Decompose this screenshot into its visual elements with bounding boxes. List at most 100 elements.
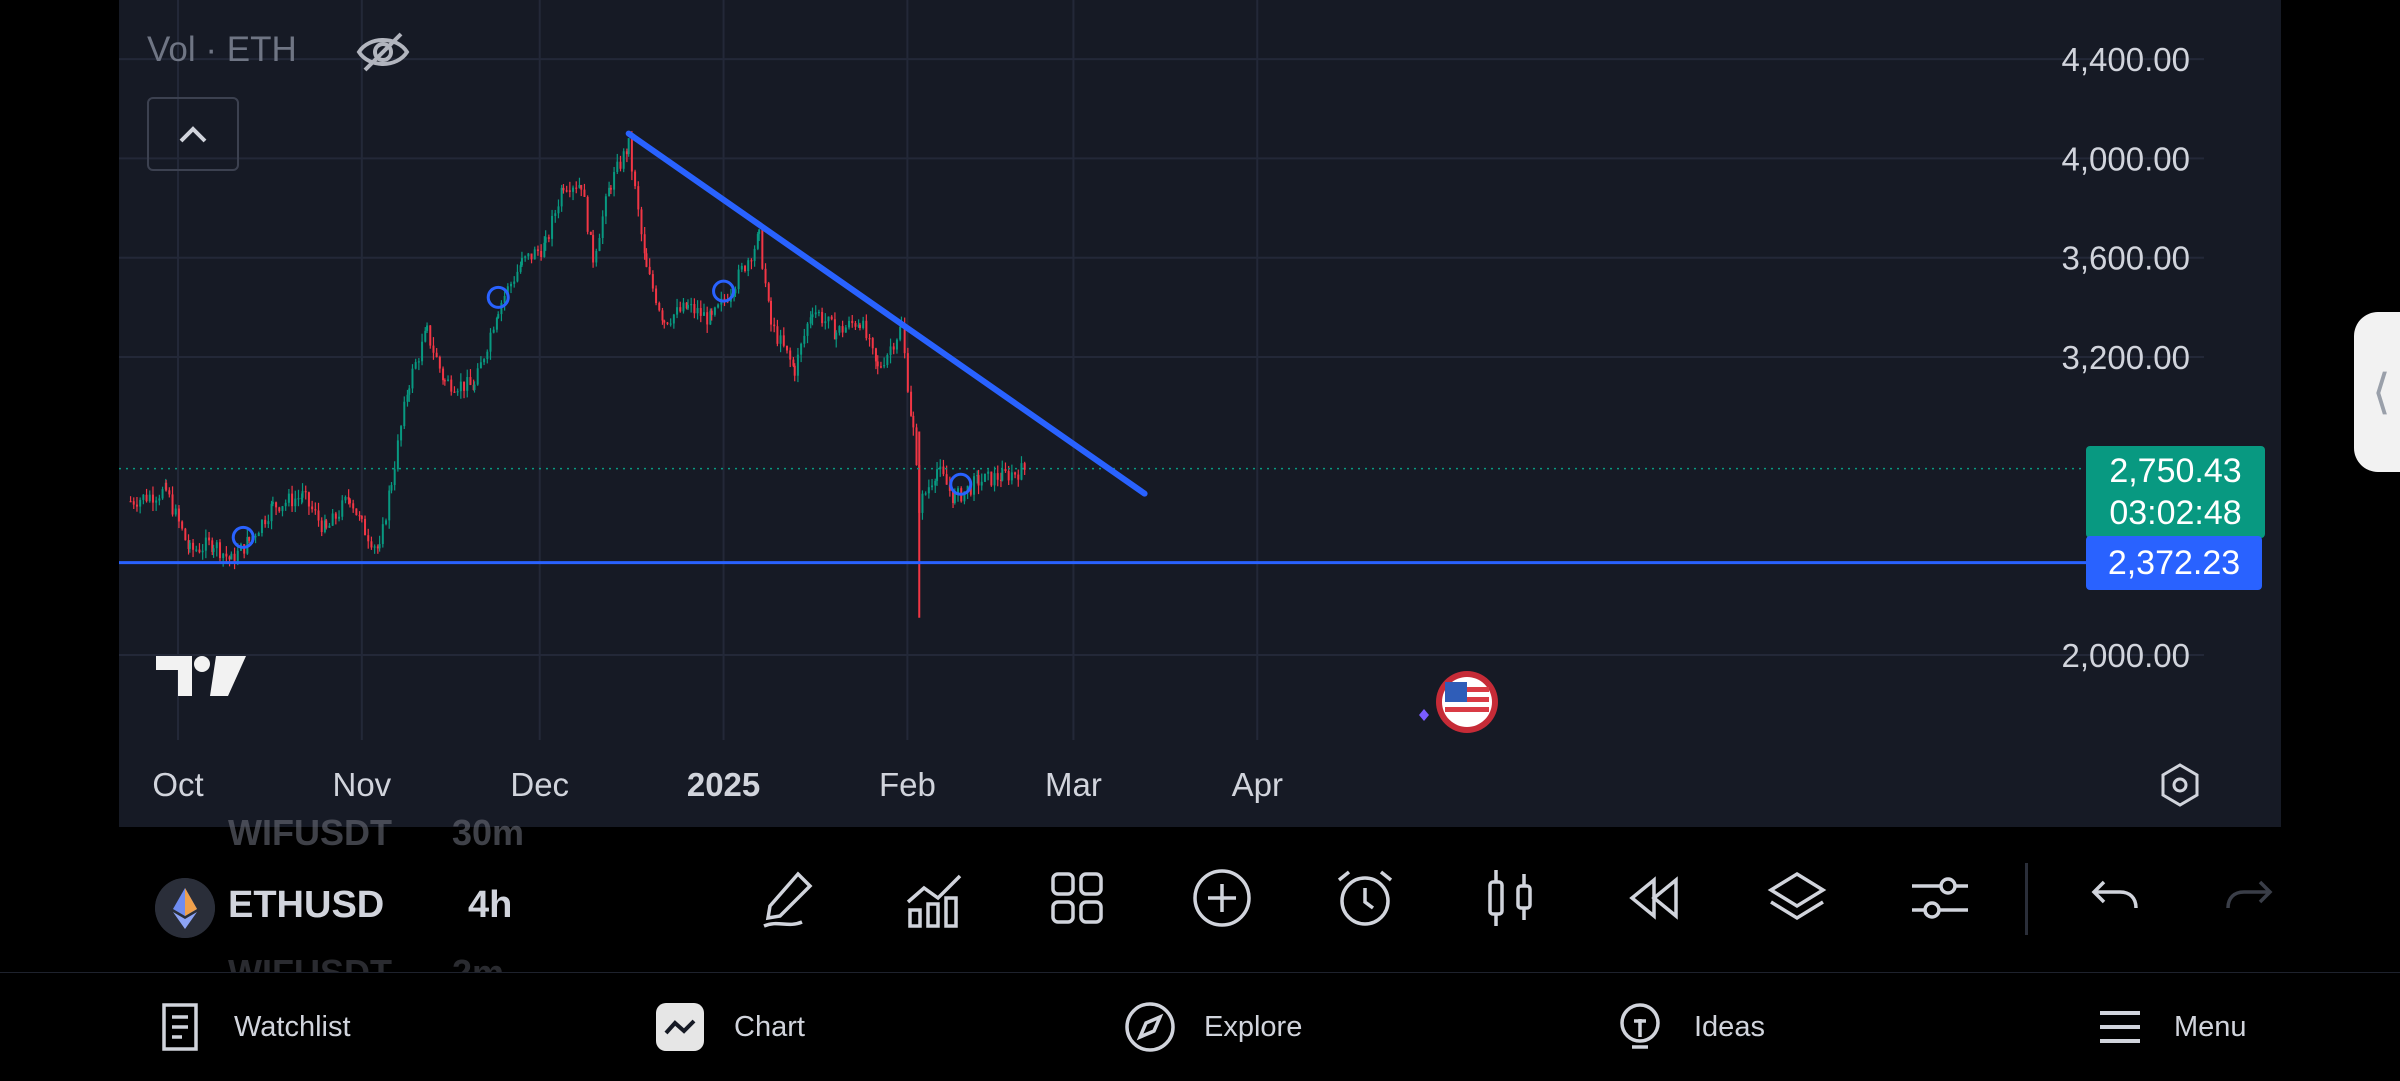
candle-body — [616, 161, 619, 173]
nav-chart[interactable]: Chart — [652, 973, 805, 1081]
candle-body — [838, 326, 841, 333]
candle-body — [803, 335, 806, 344]
sliders-icon[interactable] — [1908, 866, 1972, 930]
candle-body — [592, 234, 595, 263]
candle-body — [634, 171, 637, 187]
candle-body — [267, 521, 270, 525]
event-marker — [949, 472, 973, 496]
candle-body — [651, 274, 654, 289]
candle-body — [747, 260, 750, 272]
candle-body — [291, 493, 294, 507]
candle-body — [257, 533, 260, 537]
event-marker — [231, 525, 255, 549]
candle-body — [737, 269, 740, 290]
volume-indicator-label[interactable]: Vol · ETH — [147, 30, 297, 69]
candle-body — [469, 377, 472, 385]
candle-body — [543, 242, 546, 258]
candle-body — [1004, 468, 1007, 472]
candle-body — [1001, 468, 1004, 481]
nav-ideas[interactable]: Ideas — [1612, 973, 1765, 1081]
price-chart[interactable]: 4,400.00 4,000.00 3,600.00 3,200.00 2,000.00… — [119, 0, 2281, 827]
candle-body — [871, 338, 874, 349]
candle-body — [758, 229, 761, 234]
candle-body — [222, 553, 225, 559]
candle-body — [132, 501, 135, 505]
candle-body — [275, 502, 278, 508]
layers-icon[interactable] — [1765, 866, 1829, 930]
candle-body — [516, 271, 519, 282]
candle-body — [442, 368, 445, 381]
candle-body — [627, 138, 630, 155]
candle-body — [676, 307, 679, 315]
candle-body — [236, 550, 239, 564]
candle-body — [443, 380, 446, 382]
chevron-up-icon — [179, 126, 207, 143]
candle-body — [601, 216, 604, 239]
candle-body — [287, 493, 290, 503]
indicators-icon[interactable] — [902, 866, 966, 930]
chart-panel[interactable]: 4,400.00 4,000.00 3,600.00 3,200.00 2,000.00… — [119, 0, 2281, 827]
candle-body — [568, 190, 571, 192]
candle-body — [963, 491, 966, 502]
collapse-indicators-button[interactable] — [147, 97, 239, 171]
nav-ideas-label: Ideas — [1694, 1010, 1765, 1043]
candle-body — [821, 311, 824, 324]
pencil-icon[interactable] — [758, 866, 822, 930]
candle-body — [388, 490, 391, 521]
alarm-icon[interactable] — [1333, 866, 1397, 930]
candle-body — [848, 320, 851, 328]
candle-body — [814, 312, 817, 315]
candle-body — [492, 329, 495, 333]
candle-body — [271, 502, 274, 504]
symbol-name[interactable]: ETHUSD — [228, 884, 385, 926]
candle-body — [527, 253, 530, 257]
candle-body — [411, 368, 414, 389]
candle-body — [915, 427, 918, 466]
candle-body — [996, 473, 999, 480]
candle-body — [685, 302, 688, 309]
menu-icon — [2100, 1011, 2140, 1043]
candle-body — [393, 469, 396, 486]
candle-body — [648, 266, 651, 275]
replay-icon[interactable] — [1622, 866, 1686, 930]
candle-body — [924, 493, 927, 495]
interval-selector[interactable]: 4h — [468, 884, 513, 926]
candle-body — [453, 391, 456, 393]
candle-body — [734, 289, 737, 294]
candle-body — [990, 471, 993, 486]
candle-body — [809, 317, 812, 324]
candle-body — [773, 324, 776, 327]
nav-explore[interactable]: Explore — [1122, 973, 1302, 1081]
candle-body — [294, 498, 297, 507]
candle-body — [767, 283, 770, 301]
nav-menu[interactable]: Menu — [2092, 973, 2247, 1081]
candle-body — [513, 281, 516, 284]
symbol-picker-prev[interactable]: WIFUSDT 30m — [228, 812, 525, 853]
candle-body — [151, 494, 154, 503]
candle-body — [782, 335, 785, 346]
candle-body — [744, 265, 747, 272]
candle-body — [827, 316, 830, 322]
candle-body — [432, 345, 435, 353]
side-panel-handle[interactable]: ⟨ — [2354, 312, 2400, 472]
plus-circle-icon[interactable] — [1190, 866, 1254, 930]
chart-icon — [656, 1003, 704, 1051]
candle-body — [764, 268, 767, 284]
candle-body — [165, 482, 168, 491]
redo-icon[interactable] — [2220, 866, 2284, 930]
candle-body — [495, 317, 498, 330]
candle-body — [868, 338, 871, 340]
candle-body — [655, 288, 658, 304]
candle-body — [225, 553, 228, 557]
price-tick-label: 3,200.00 — [2062, 339, 2190, 376]
grid-icon[interactable] — [1045, 866, 1109, 930]
candle-body — [993, 473, 996, 486]
undo-icon[interactable] — [2080, 866, 2144, 930]
candle-icon[interactable] — [1478, 866, 1542, 930]
time-tick-label: Mar — [1045, 766, 1102, 803]
nav-watchlist[interactable]: Watchlist — [152, 973, 351, 1081]
chart-settings-icon[interactable] — [2155, 760, 2205, 810]
eye-off-icon[interactable] — [355, 28, 411, 76]
us-economic-event-icon[interactable] — [1415, 667, 1505, 737]
time-tick-label: Nov — [332, 766, 391, 803]
